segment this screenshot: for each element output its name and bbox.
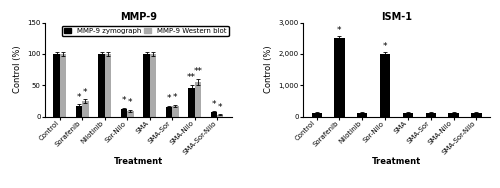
Bar <box>105 54 111 117</box>
Title: ISM-1: ISM-1 <box>381 12 412 23</box>
Text: *: * <box>383 42 388 51</box>
Text: *: * <box>218 102 222 111</box>
Bar <box>60 54 66 117</box>
Text: *: * <box>128 98 132 107</box>
Text: *: * <box>167 94 172 103</box>
Bar <box>217 115 224 117</box>
Text: **: ** <box>194 67 202 77</box>
Text: **: ** <box>187 73 196 82</box>
Bar <box>82 101 88 117</box>
Bar <box>380 54 390 117</box>
Bar <box>312 113 322 117</box>
Bar <box>211 112 217 117</box>
Text: *: * <box>77 92 82 102</box>
Text: *: * <box>173 93 178 102</box>
Bar <box>98 54 105 117</box>
Bar <box>172 106 178 117</box>
Text: *: * <box>122 96 126 105</box>
Bar <box>194 82 201 117</box>
Bar <box>403 113 413 117</box>
X-axis label: Treatment: Treatment <box>372 157 421 166</box>
Bar <box>54 54 60 117</box>
Text: *: * <box>337 26 342 35</box>
Bar <box>426 113 436 117</box>
Y-axis label: Control (%): Control (%) <box>13 46 22 93</box>
Bar <box>127 111 134 117</box>
Title: MMP-9: MMP-9 <box>120 12 157 23</box>
Text: *: * <box>83 87 87 96</box>
Bar <box>150 54 156 117</box>
Bar <box>144 54 150 117</box>
Bar <box>188 88 194 117</box>
Text: *: * <box>212 100 216 109</box>
Bar <box>448 113 458 117</box>
Legend: MMP-9 zymograph, MMP-9 Western blot: MMP-9 zymograph, MMP-9 Western blot <box>62 26 228 36</box>
Bar <box>471 113 482 117</box>
Bar <box>76 106 82 117</box>
Bar <box>334 38 344 117</box>
Bar <box>121 109 127 117</box>
X-axis label: Treatment: Treatment <box>114 157 163 166</box>
Bar <box>166 107 172 117</box>
Bar <box>357 113 368 117</box>
Y-axis label: Control (%): Control (%) <box>264 46 273 93</box>
